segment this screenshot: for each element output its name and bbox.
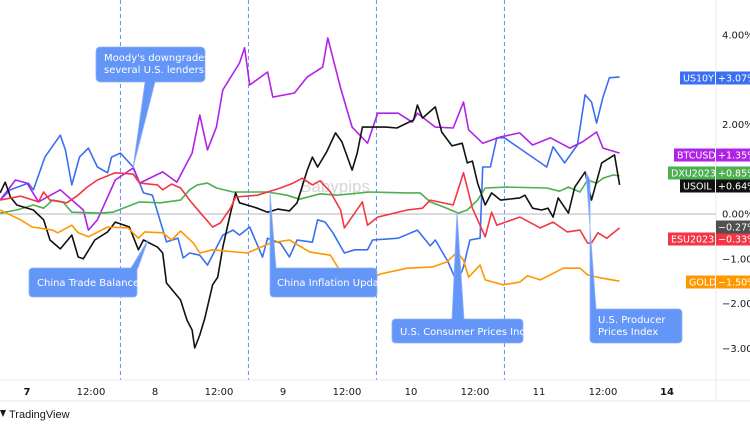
series-value-tag: −0.33% bbox=[718, 235, 750, 246]
price-axis[interactable]: 4.00% 2.00% 0.00% −1.00% −2.00% −3.00% bbox=[722, 30, 750, 355]
series-name-tag: GOLD bbox=[689, 278, 716, 289]
series-name-tag: DXU2023 bbox=[671, 169, 716, 180]
series-value-tag-bg bbox=[716, 232, 750, 246]
callout-moodys-line2: several U.S. lenders bbox=[104, 65, 204, 76]
series-value-tag-bg bbox=[716, 71, 750, 85]
series-price-tags: US10Y+3.07%BTCUSD+1.35%DXU2023+0.85%USOI… bbox=[668, 71, 750, 289]
callout-china-trade[interactable]: China Trade Balance bbox=[28, 239, 149, 298]
x-tick-label: 14 bbox=[660, 387, 674, 398]
series-line-dxu2023[interactable] bbox=[0, 174, 620, 214]
extra-value-tag-bg bbox=[716, 220, 750, 234]
callout-moodys[interactable]: Moody's downgrades several U.S. lenders bbox=[95, 46, 210, 169]
series-name-tag-bg bbox=[668, 232, 715, 246]
series-value-tag-bg bbox=[716, 179, 750, 193]
callout-us-ppi-line1: U.S. Producer bbox=[598, 315, 666, 326]
tradingview-logo[interactable]: TradingView bbox=[0, 409, 70, 421]
callout-us-cpi[interactable]: U.S. Consumer Prices Index bbox=[391, 211, 538, 344]
callout-china-trade-label: China Trade Balance bbox=[37, 278, 139, 289]
series-value-tag: +1.35% bbox=[718, 151, 750, 162]
series-lines bbox=[0, 37, 621, 349]
x-tick-label: 12:00 bbox=[333, 387, 362, 398]
series-line-us10y[interactable] bbox=[0, 76, 620, 284]
series-name-tag: US10Y bbox=[683, 74, 714, 85]
series-name-tag: BTCUSD bbox=[677, 151, 716, 162]
price-tag-dxu2023: DXU2023+0.85% bbox=[668, 166, 750, 180]
callout-china-inflation[interactable]: China Inflation Update bbox=[269, 191, 389, 298]
callout-us-ppi[interactable]: U.S. Producer Prices Index bbox=[585, 171, 683, 344]
x-tick-label: 11 bbox=[533, 387, 546, 398]
y-tick-label: −2.00% bbox=[722, 299, 750, 310]
series-name-tag-bg bbox=[680, 71, 715, 85]
extra-value-tag: −0.27% bbox=[718, 223, 750, 234]
series-value-tag-bg bbox=[716, 275, 750, 289]
event-lines bbox=[119, 0, 505, 380]
y-tick-label: −1.00% bbox=[722, 254, 750, 265]
series-line-btcusd[interactable] bbox=[0, 37, 620, 231]
callout-us-cpi-label: U.S. Consumer Prices Index bbox=[400, 327, 538, 338]
y-tick-label: −3.00% bbox=[722, 344, 750, 355]
x-tick-label: 12:00 bbox=[77, 387, 106, 398]
series-line-usoil[interactable] bbox=[0, 104, 621, 349]
price-tag-extra: −0.27% bbox=[716, 220, 750, 234]
time-axis[interactable]: 7 12:00 8 12:00 9 12:00 10 12:00 11 12:00 14 bbox=[24, 387, 674, 398]
tradingview-logo-icon bbox=[0, 410, 6, 417]
price-tag-us10y: US10Y +3.07% bbox=[680, 71, 750, 85]
series-name-tag-bg bbox=[680, 179, 715, 193]
x-tick-label: 10 bbox=[405, 387, 418, 398]
tradingview-logo-text: TradingView bbox=[9, 409, 70, 421]
series-value-tag: −1.50% bbox=[718, 278, 750, 289]
series-line-gold[interactable] bbox=[0, 209, 620, 286]
y-tick-label: 0.00% bbox=[722, 210, 750, 221]
y-tick-label: 2.00% bbox=[722, 120, 750, 131]
series-value-tag-bg bbox=[716, 148, 750, 162]
series-value-tag-bg bbox=[716, 166, 750, 180]
y-tick-label: 4.00% bbox=[722, 30, 750, 41]
price-tag-gold: GOLD−1.50% bbox=[686, 275, 750, 289]
price-tag-btcusd: BTCUSD+1.35% bbox=[674, 148, 750, 162]
x-tick-label: 12:00 bbox=[461, 387, 490, 398]
series-value-tag: +0.85% bbox=[718, 169, 750, 180]
series-name-tag-bg bbox=[674, 148, 715, 162]
callout-us-ppi-line2: Prices Index bbox=[598, 327, 658, 338]
callout-moodys-line1: Moody's downgrades bbox=[104, 53, 210, 64]
series-line-esu2023[interactable] bbox=[0, 172, 621, 244]
callout-china-inflation-label: China Inflation Update bbox=[277, 278, 389, 289]
series-value-tag: +3.07% bbox=[718, 74, 750, 85]
x-tick-label: 12:00 bbox=[205, 387, 234, 398]
series-value-tag: +0.64% bbox=[718, 182, 750, 193]
x-tick-label: 9 bbox=[280, 387, 286, 398]
x-tick-label: 12:00 bbox=[589, 387, 618, 398]
price-tag-esu2023: ESU2023 −0.33% bbox=[668, 232, 750, 246]
series-name-tag: USOIL bbox=[683, 182, 712, 193]
series-name-tag-bg bbox=[686, 275, 715, 289]
x-tick-label: 7 bbox=[24, 387, 31, 398]
series-name-tag: ESU2023 bbox=[671, 235, 714, 246]
price-tag-usoil: USOIL +0.64% bbox=[680, 179, 750, 193]
series-name-tag-bg bbox=[668, 166, 715, 180]
x-tick-label: 8 bbox=[152, 387, 158, 398]
